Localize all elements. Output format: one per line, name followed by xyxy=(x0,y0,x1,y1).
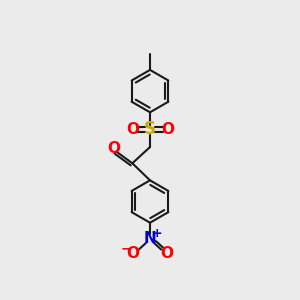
Text: O: O xyxy=(161,122,174,137)
Text: O: O xyxy=(107,141,120,156)
Text: N: N xyxy=(144,231,156,246)
Text: O: O xyxy=(126,122,139,137)
Text: −: − xyxy=(121,242,132,256)
Text: O: O xyxy=(126,246,140,261)
Text: O: O xyxy=(160,246,174,261)
Text: S: S xyxy=(144,120,156,138)
Text: +: + xyxy=(151,227,162,240)
